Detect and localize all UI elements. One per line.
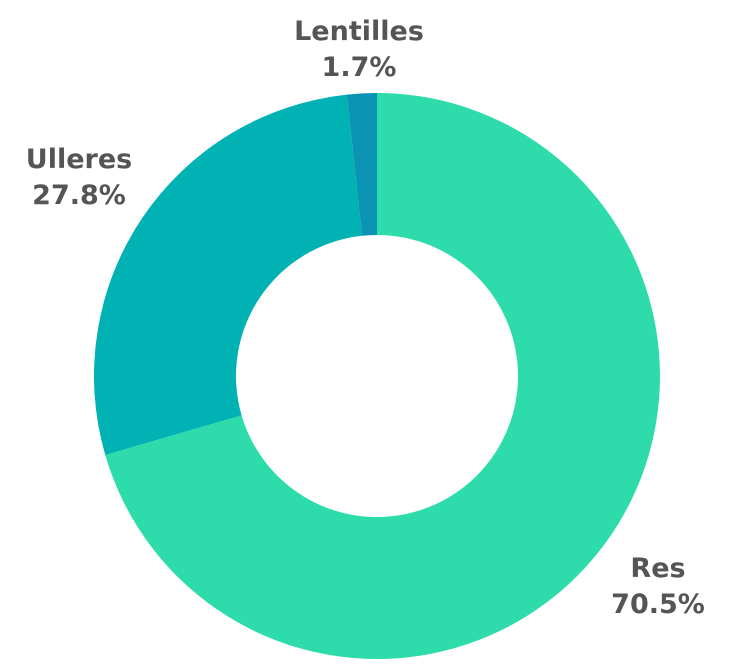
slice-label-ulleres: Ulleres xyxy=(26,144,132,175)
slice-res xyxy=(105,93,661,659)
slice-value-lentilles: 1.7% xyxy=(322,52,397,83)
slice-labels: Res 70.5% Ulleres 27.8% Lentilles 1.7% xyxy=(26,16,705,620)
slice-lentilles xyxy=(346,93,377,236)
slice-value-ulleres: 27.8% xyxy=(32,180,126,211)
slice-value-res: 70.5% xyxy=(611,589,705,620)
slice-ulleres xyxy=(94,94,362,455)
donut-slices xyxy=(94,93,661,659)
slice-label-res: Res xyxy=(630,553,685,584)
slice-label-lentilles: Lentilles xyxy=(294,16,424,47)
